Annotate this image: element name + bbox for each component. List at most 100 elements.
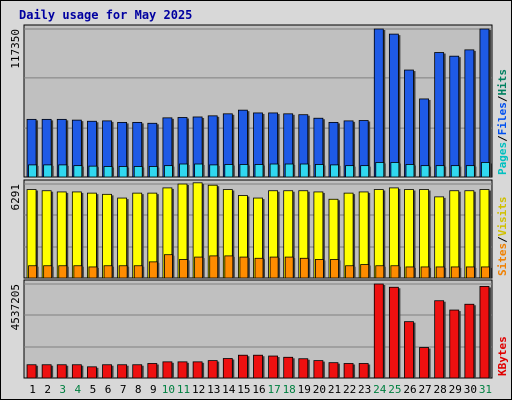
day-label-20: 20 — [313, 383, 326, 396]
bar-kbytes-kbytes-28 — [434, 300, 445, 379]
bar-sites-sites-9 — [148, 261, 158, 279]
bar-sites-visits-26 — [404, 189, 414, 279]
bar-kbytes-kbytes-15 — [238, 354, 248, 379]
day-label-2: 2 — [44, 383, 51, 396]
bar-kbytes-kbytes-25 — [388, 286, 399, 379]
bar-sites-sites-3 — [58, 265, 68, 279]
bar-hits-hits-26 — [404, 69, 414, 178]
day-label-16: 16 — [252, 383, 265, 396]
bar-hits-hits-31 — [479, 28, 490, 178]
bar-sites-visits-5 — [87, 192, 97, 279]
bar-sites-sites-16 — [254, 257, 264, 279]
bar-sites-sites-15 — [239, 256, 249, 279]
day-label-30: 30 — [464, 383, 477, 396]
bar-sites-sites-27 — [420, 266, 430, 279]
day-label-3: 3 — [59, 383, 66, 396]
bar-sites-sites-22 — [345, 265, 354, 279]
panel-kbytes-max-label: 4537205 — [9, 284, 22, 330]
bar-kbytes-kbytes-5 — [87, 366, 97, 379]
bar-sites-sites-7 — [118, 265, 128, 279]
legend-item-hits-4: Hits — [496, 69, 509, 96]
bar-sites-sites-26 — [405, 266, 415, 279]
day-label-4: 4 — [75, 383, 82, 396]
bar-sites-sites-1 — [28, 265, 37, 279]
bar-sites-visits-4 — [71, 191, 82, 279]
bar-sites-sites-12 — [194, 256, 204, 279]
bar-sites-sites-8 — [133, 265, 143, 279]
day-label-18: 18 — [283, 383, 296, 396]
bar-sites-sites-21 — [330, 259, 339, 279]
day-label-13: 13 — [207, 383, 220, 396]
day-label-6: 6 — [105, 383, 112, 396]
chart-panels: 117350Pages/Files/Hits6291Sites/Visits45… — [9, 24, 509, 379]
day-label-17: 17 — [267, 383, 280, 396]
bar-kbytes-kbytes-26 — [404, 321, 414, 379]
day-label-8: 8 — [135, 383, 142, 396]
bar-hits-pages-6 — [103, 166, 113, 178]
day-label-21: 21 — [328, 383, 341, 396]
bar-hits-pages-27 — [420, 165, 430, 178]
day-label-24: 24 — [373, 383, 387, 396]
bar-kbytes-kbytes-17 — [268, 355, 278, 379]
legend-item-sites-1: / — [496, 236, 509, 243]
day-label-22: 22 — [343, 383, 356, 396]
bar-sites-sites-2 — [43, 265, 53, 279]
legend-item-hits-2: Files — [496, 102, 509, 135]
bar-sites-sites-28 — [435, 266, 445, 279]
bar-sites-sites-29 — [450, 266, 460, 279]
bar-hits-pages-5 — [88, 165, 98, 178]
bar-hits-pages-12 — [194, 163, 204, 178]
bar-hits-pages-31 — [481, 162, 490, 178]
day-label-11: 11 — [177, 383, 190, 396]
day-label-1: 1 — [29, 383, 36, 396]
bar-sites-visits-3 — [56, 191, 67, 279]
bar-sites-sites-5 — [88, 266, 98, 279]
bar-kbytes-kbytes-16 — [253, 354, 263, 379]
bar-kbytes-kbytes-30 — [464, 303, 475, 379]
bar-hits-hits-30 — [464, 49, 475, 178]
bar-hits-pages-19 — [299, 163, 309, 178]
legend-item-sites-2: Visits — [496, 197, 509, 237]
bar-sites-visits-27 — [419, 189, 429, 279]
bar-kbytes-kbytes-27 — [419, 347, 429, 379]
bar-sites-visits-2 — [41, 190, 52, 279]
bar-kbytes-kbytes-9 — [147, 363, 158, 379]
bar-sites-visits-1 — [26, 189, 37, 279]
bar-sites-sites-31 — [481, 266, 490, 279]
bar-hits-pages-28 — [435, 165, 445, 178]
bar-hits-pages-4 — [73, 165, 83, 178]
day-label-27: 27 — [418, 383, 431, 396]
series-kbytes-kbytes — [26, 283, 491, 379]
bar-hits-pages-3 — [58, 164, 68, 178]
bar-sites-sites-11 — [179, 259, 188, 279]
bar-hits-pages-23 — [360, 165, 370, 178]
bar-sites-visits-8 — [132, 192, 143, 279]
bar-sites-sites-25 — [390, 265, 400, 279]
day-axis-labels: 1 2 3 4 5 6 7 8 9 10 11 12 13 14 15 16 17 18 19 20 21 22 23 24 2… — [29, 383, 492, 396]
bar-sites-sites-18 — [284, 256, 294, 279]
day-label-14: 14 — [222, 383, 236, 396]
bar-kbytes-kbytes-31 — [479, 286, 490, 379]
bar-kbytes-kbytes-1 — [26, 364, 37, 379]
bar-hits-pages-11 — [179, 163, 188, 178]
day-label-9: 9 — [150, 383, 157, 396]
bar-kbytes-kbytes-2 — [41, 364, 52, 379]
bar-kbytes-kbytes-29 — [449, 309, 460, 379]
bar-hits-pages-22 — [345, 165, 354, 178]
bar-kbytes-kbytes-23 — [358, 363, 369, 379]
bar-hits-pages-21 — [330, 164, 339, 178]
bar-sites-visits-28 — [434, 196, 445, 279]
panel-kbytes: 4537205 KBytes — [9, 279, 509, 379]
bar-sites-sites-10 — [164, 254, 173, 279]
bar-kbytes-kbytes-24 — [373, 283, 384, 379]
bar-kbytes-kbytes-12 — [192, 361, 203, 379]
bar-kbytes-kbytes-18 — [283, 356, 294, 379]
bar-hits-pages-29 — [450, 165, 460, 178]
bar-kbytes-kbytes-6 — [102, 364, 112, 379]
bar-hits-pages-15 — [239, 164, 249, 178]
bar-sites-sites-17 — [269, 256, 279, 279]
panel-hits-max-label: 117350 — [9, 29, 22, 69]
bar-hits-pages-8 — [133, 166, 143, 178]
bar-kbytes-kbytes-10 — [162, 361, 173, 379]
